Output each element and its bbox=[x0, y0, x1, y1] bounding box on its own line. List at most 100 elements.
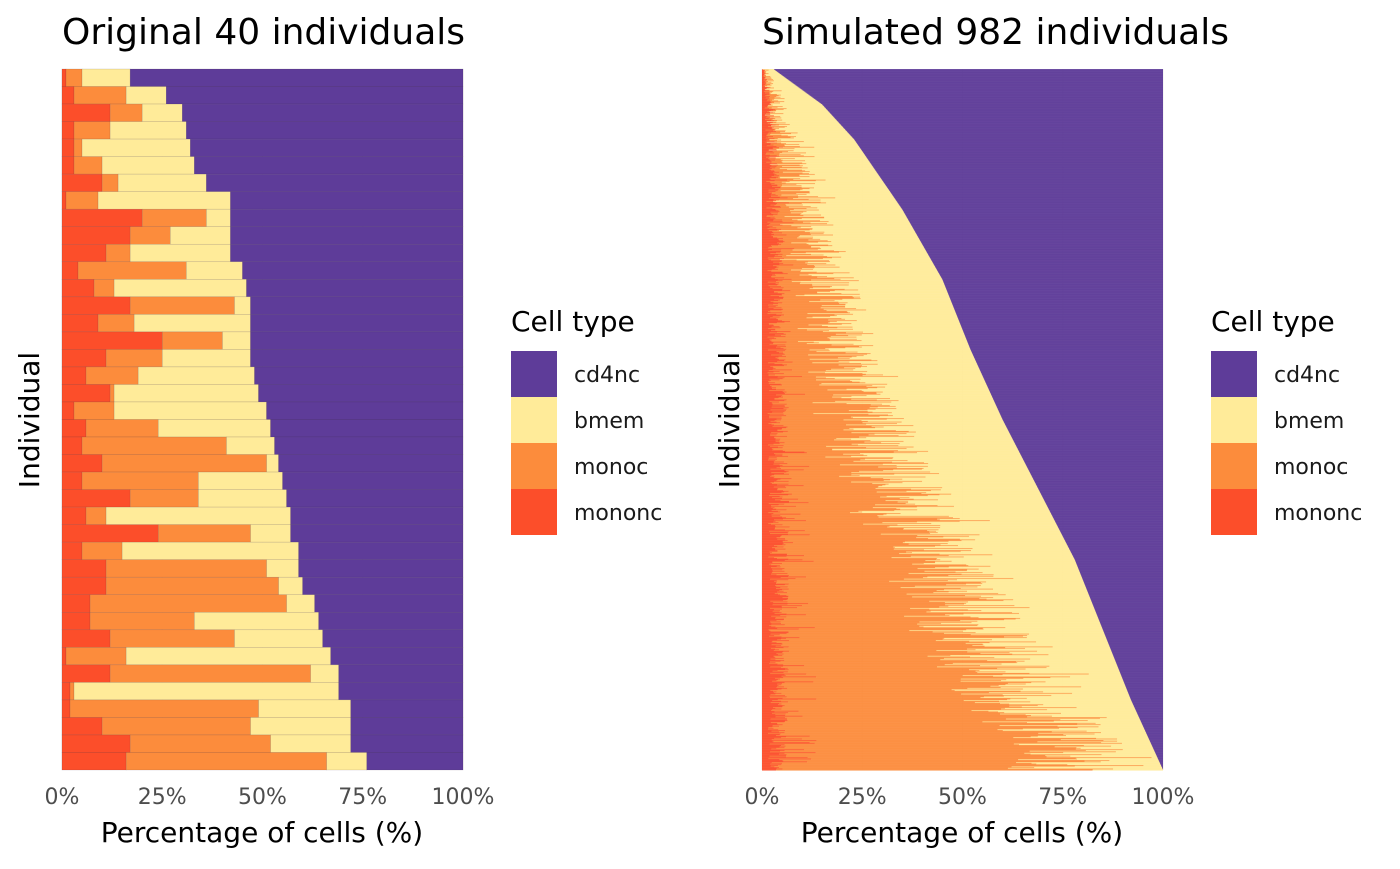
bar-segment-cd4nc bbox=[275, 437, 463, 455]
bar-segment-mononc bbox=[62, 630, 110, 648]
bar-segment-bmem bbox=[234, 297, 250, 315]
bar-segment-cd4nc bbox=[130, 69, 463, 87]
bar-segment-monoc bbox=[86, 420, 158, 438]
bar-segment-cd4nc bbox=[323, 630, 463, 648]
bar-segment-cd4nc bbox=[271, 420, 463, 438]
bar-segment-mononc bbox=[62, 332, 162, 350]
bar-row bbox=[62, 717, 463, 735]
original-plot-area bbox=[62, 69, 463, 770]
bar-segment-cd4nc bbox=[303, 577, 463, 595]
bar-segment-monoc bbox=[90, 612, 194, 630]
bar-segment-mononc bbox=[62, 279, 94, 297]
bar-segment-mononc bbox=[62, 69, 66, 87]
bar-segment-monoc bbox=[86, 367, 138, 385]
bar-segment-cd4nc bbox=[287, 490, 463, 508]
bar-segment-bmem bbox=[198, 490, 286, 508]
bar-row bbox=[62, 157, 463, 175]
bar-segment-monoc bbox=[110, 665, 311, 683]
bar-segment-monoc bbox=[82, 437, 226, 455]
bar-row bbox=[62, 139, 463, 157]
bar-row bbox=[62, 560, 463, 578]
bar-row bbox=[62, 542, 463, 560]
bar-segment-cd4nc bbox=[319, 612, 463, 630]
bar-segment-mononc bbox=[62, 525, 158, 543]
bar-row bbox=[62, 630, 463, 648]
bar-segment-mononc bbox=[62, 420, 86, 438]
bar-segment-bmem bbox=[142, 104, 182, 122]
bar-segment-mononc bbox=[62, 122, 74, 140]
bar-segment-mononc bbox=[62, 507, 86, 525]
bar-row bbox=[62, 420, 463, 438]
bar-row bbox=[62, 402, 463, 420]
bar-segment-mononc bbox=[62, 490, 130, 508]
bar-segment-cd4nc bbox=[351, 735, 463, 753]
bar-segment-bmem bbox=[194, 612, 318, 630]
bar-row bbox=[62, 682, 463, 700]
bar-segment-cd4nc bbox=[258, 384, 463, 402]
bar-segment-mononc bbox=[62, 665, 110, 683]
bar-segment-cd4nc bbox=[331, 647, 463, 665]
bar-segment-mononc bbox=[62, 647, 66, 665]
bar-row bbox=[62, 209, 463, 227]
bar-segment-bmem bbox=[198, 472, 282, 490]
bar-row bbox=[62, 577, 463, 595]
bar-row bbox=[62, 279, 463, 297]
simulated-chart-title: Simulated 982 individuals bbox=[762, 12, 1229, 53]
bar-segment-cd4nc bbox=[299, 542, 463, 560]
bar-segment-bmem bbox=[130, 244, 230, 262]
bar-row bbox=[62, 262, 463, 280]
bar-segment-bmem bbox=[250, 717, 350, 735]
bar-row bbox=[62, 455, 463, 473]
bar-row bbox=[62, 490, 463, 508]
bar-segment-cd4nc bbox=[339, 682, 463, 700]
bar-segment-mononc bbox=[62, 314, 98, 332]
bar-segment-bmem bbox=[250, 525, 290, 543]
bar-segment-monoc bbox=[70, 700, 258, 718]
bar-segment-mononc bbox=[62, 437, 82, 455]
bar-segment-mononc bbox=[62, 244, 106, 262]
bar-segment-bmem bbox=[258, 700, 350, 718]
bar-segment-cd4nc bbox=[186, 122, 463, 140]
bar-row bbox=[62, 192, 463, 210]
legend-label-cd4nc: cd4nc bbox=[574, 363, 640, 388]
original-y-axis-title: Individual bbox=[13, 352, 46, 488]
bar-segment-mononc bbox=[62, 752, 126, 770]
x-tick-label: 75% bbox=[338, 785, 387, 810]
bar-segment-monoc bbox=[142, 209, 206, 227]
legend-swatch-monoc bbox=[511, 443, 557, 489]
bar-segment-bmem bbox=[222, 332, 250, 350]
bar-row bbox=[62, 297, 463, 315]
bar-row bbox=[62, 384, 463, 402]
bar-segment-cd4nc bbox=[267, 402, 463, 420]
bar-segment-bmem bbox=[267, 455, 279, 473]
bar-segment-bmem bbox=[122, 542, 298, 560]
bar-row bbox=[62, 700, 463, 718]
bar-segment-monoc bbox=[98, 314, 134, 332]
bar-segment-bmem bbox=[234, 630, 322, 648]
bar-segment-cd4nc bbox=[230, 209, 463, 227]
bar-row bbox=[62, 104, 463, 122]
bar-segment-mononc bbox=[62, 209, 142, 227]
legend-swatch-cd4nc bbox=[511, 351, 557, 397]
bar-segment-monoc bbox=[66, 647, 126, 665]
legend-swatch-bmem bbox=[511, 397, 557, 443]
bar-segment-monoc bbox=[86, 507, 106, 525]
bar-segment-bmem bbox=[271, 735, 351, 753]
bar-segment-cd4nc bbox=[250, 349, 463, 367]
simulated-panel: Simulated 982 individuals 0%25%50%75%100… bbox=[713, 12, 1362, 849]
bar-segment-monoc bbox=[130, 227, 170, 245]
bar-segment-cd4nc bbox=[166, 87, 463, 105]
bar-segment-bmem bbox=[114, 384, 258, 402]
bar-segment-bmem bbox=[311, 665, 339, 683]
bar-segment-bmem bbox=[162, 349, 250, 367]
bar-segment-mononc bbox=[62, 349, 106, 367]
bar-segment-mononc bbox=[62, 682, 70, 700]
bar-segment-cd4nc bbox=[339, 665, 463, 683]
bar-segment-monoc bbox=[130, 735, 270, 753]
bar-segment-bmem bbox=[114, 402, 266, 420]
legend-label-mononc: mononc bbox=[574, 501, 662, 526]
bar-segment-mononc bbox=[62, 717, 102, 735]
bar-segment-monoc bbox=[130, 490, 198, 508]
x-tick-label: 100% bbox=[432, 785, 495, 810]
